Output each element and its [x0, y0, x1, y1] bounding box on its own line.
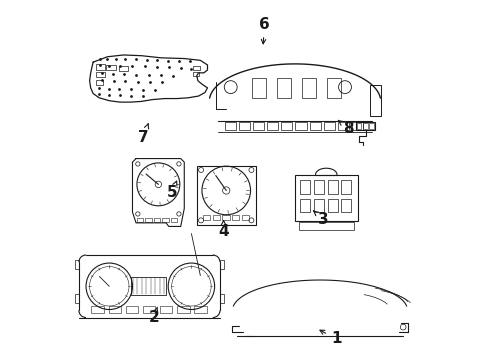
Bar	[357, 123, 362, 129]
Bar	[370, 85, 381, 116]
Bar	[194, 306, 207, 313]
Bar	[163, 217, 169, 222]
Bar	[119, 66, 128, 71]
Bar	[203, 215, 210, 220]
Text: 5: 5	[167, 181, 177, 200]
Bar	[143, 306, 155, 313]
Bar	[193, 72, 198, 76]
Bar	[75, 260, 79, 269]
Bar	[106, 65, 117, 70]
Bar	[242, 215, 249, 220]
Bar	[146, 217, 152, 222]
Bar	[92, 306, 104, 313]
Bar	[75, 294, 79, 303]
Bar	[300, 180, 310, 194]
Bar	[222, 215, 230, 220]
Bar	[281, 122, 293, 130]
Bar	[220, 294, 223, 303]
Bar	[252, 78, 267, 98]
Text: 7: 7	[138, 124, 148, 145]
Bar	[314, 180, 324, 194]
Bar	[160, 306, 172, 313]
Bar	[96, 80, 103, 85]
Bar	[298, 222, 354, 230]
Text: 8: 8	[338, 120, 354, 136]
Bar	[177, 306, 190, 313]
Text: 6: 6	[259, 17, 270, 44]
Bar	[225, 122, 236, 130]
Bar	[352, 122, 363, 130]
Text: 3: 3	[313, 211, 329, 227]
Bar	[193, 66, 200, 70]
Bar	[341, 199, 351, 212]
Bar	[295, 122, 307, 130]
Bar	[96, 64, 104, 70]
Bar	[267, 122, 278, 130]
Bar	[171, 217, 177, 222]
Bar	[341, 180, 351, 194]
Bar	[253, 122, 264, 130]
Bar	[131, 277, 166, 295]
Bar	[338, 122, 349, 130]
Bar	[154, 217, 160, 222]
Bar	[356, 122, 375, 130]
Text: 4: 4	[218, 221, 229, 239]
Bar	[295, 175, 358, 221]
Bar	[327, 78, 342, 98]
Bar	[310, 122, 321, 130]
Bar	[277, 78, 292, 98]
Bar	[327, 180, 338, 194]
Bar	[327, 199, 338, 212]
Bar	[126, 306, 138, 313]
Bar	[96, 72, 104, 77]
Bar	[137, 217, 143, 222]
Bar	[300, 199, 310, 212]
Bar	[213, 215, 220, 220]
Bar	[324, 122, 335, 130]
Bar	[314, 199, 324, 212]
Bar	[302, 78, 317, 98]
Bar	[232, 215, 239, 220]
Bar	[220, 260, 223, 269]
Bar	[363, 123, 368, 129]
Bar	[197, 166, 256, 225]
Text: 2: 2	[148, 307, 159, 325]
Bar	[109, 306, 121, 313]
Text: 1: 1	[320, 330, 342, 346]
Bar	[239, 122, 250, 130]
Bar	[369, 123, 373, 129]
